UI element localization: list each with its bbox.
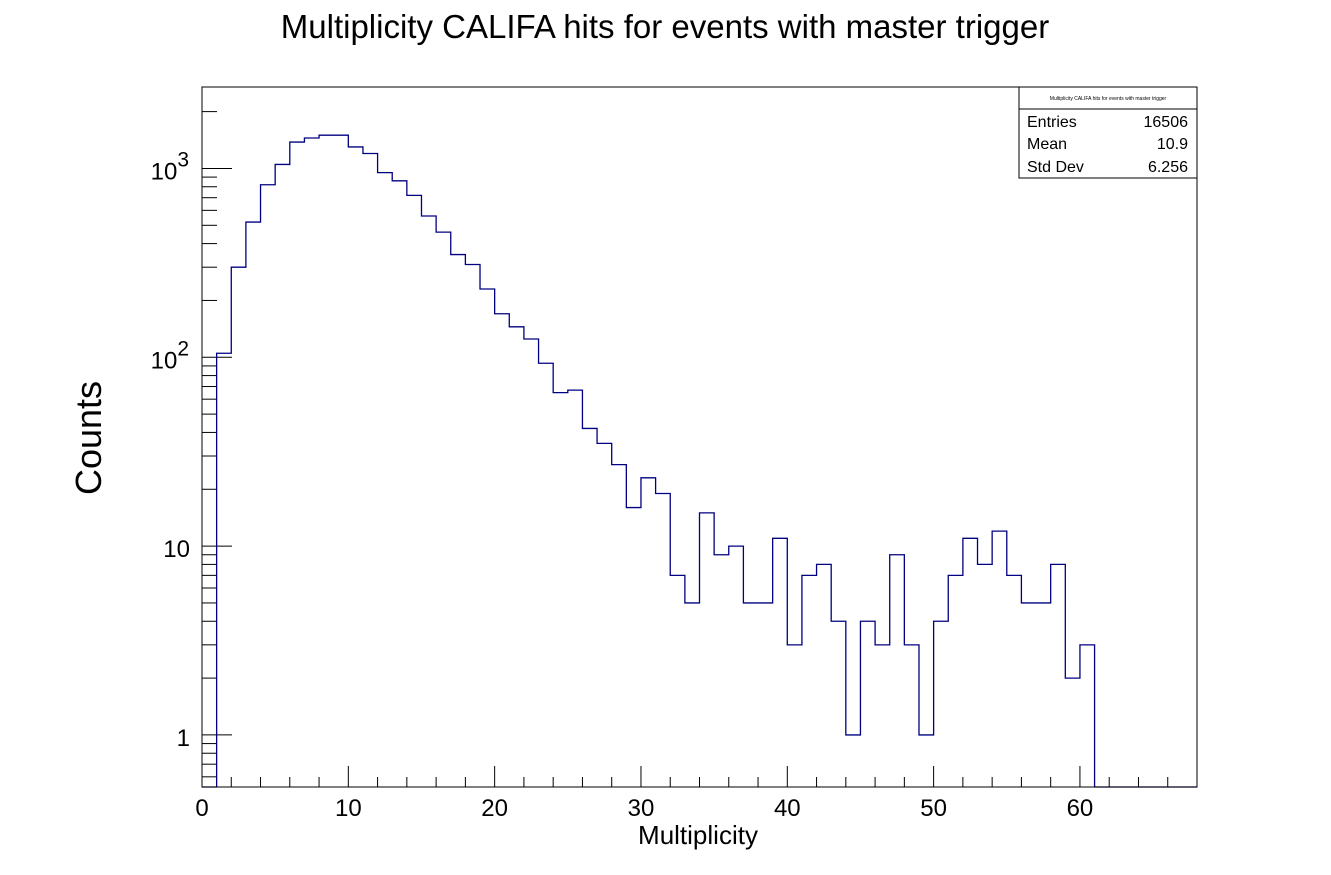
y-tick-label: 10 <box>163 536 190 563</box>
stats-mean-label: Mean <box>1027 136 1067 153</box>
plot-frame <box>201 86 1198 788</box>
x-axis-label: Multiplicity <box>638 820 758 850</box>
stats-entries-value: 16506 <box>1144 114 1189 131</box>
stats-stddev-label: Std Dev <box>1027 159 1084 176</box>
stats-box-frame <box>1018 86 1198 179</box>
y-tick-label: 102 <box>151 337 189 374</box>
stats-stddev-value: 6.256 <box>1148 159 1188 176</box>
stats-mean-value: 10.9 <box>1157 136 1188 153</box>
axis-ticks <box>201 111 1198 787</box>
x-tick-label: 0 <box>195 795 208 822</box>
stats-box-title: Multiplicity CALIFA hits for events with… <box>1050 96 1167 102</box>
x-tick-label: 40 <box>774 795 801 822</box>
chart-title: Multiplicity CALIFA hits for events with… <box>281 8 1049 45</box>
tick-labels: 0 10 20 30 40 50 60 1 10 102 103 <box>151 148 1094 822</box>
y-axis-label: Counts <box>68 381 109 495</box>
x-tick-label: 50 <box>920 795 947 822</box>
x-tick-label: 30 <box>628 795 655 822</box>
x-tick-label: 60 <box>1067 795 1094 822</box>
histogram-series-line <box>202 134 1197 788</box>
x-tick-label: 20 <box>481 795 508 822</box>
x-tick-label: 10 <box>335 795 362 822</box>
y-tick-label: 103 <box>151 148 189 185</box>
stats-entries-label: Entries <box>1027 114 1077 131</box>
stats-box: Multiplicity CALIFA hits for events with… <box>1018 86 1198 179</box>
y-tick-label: 1 <box>177 725 190 752</box>
